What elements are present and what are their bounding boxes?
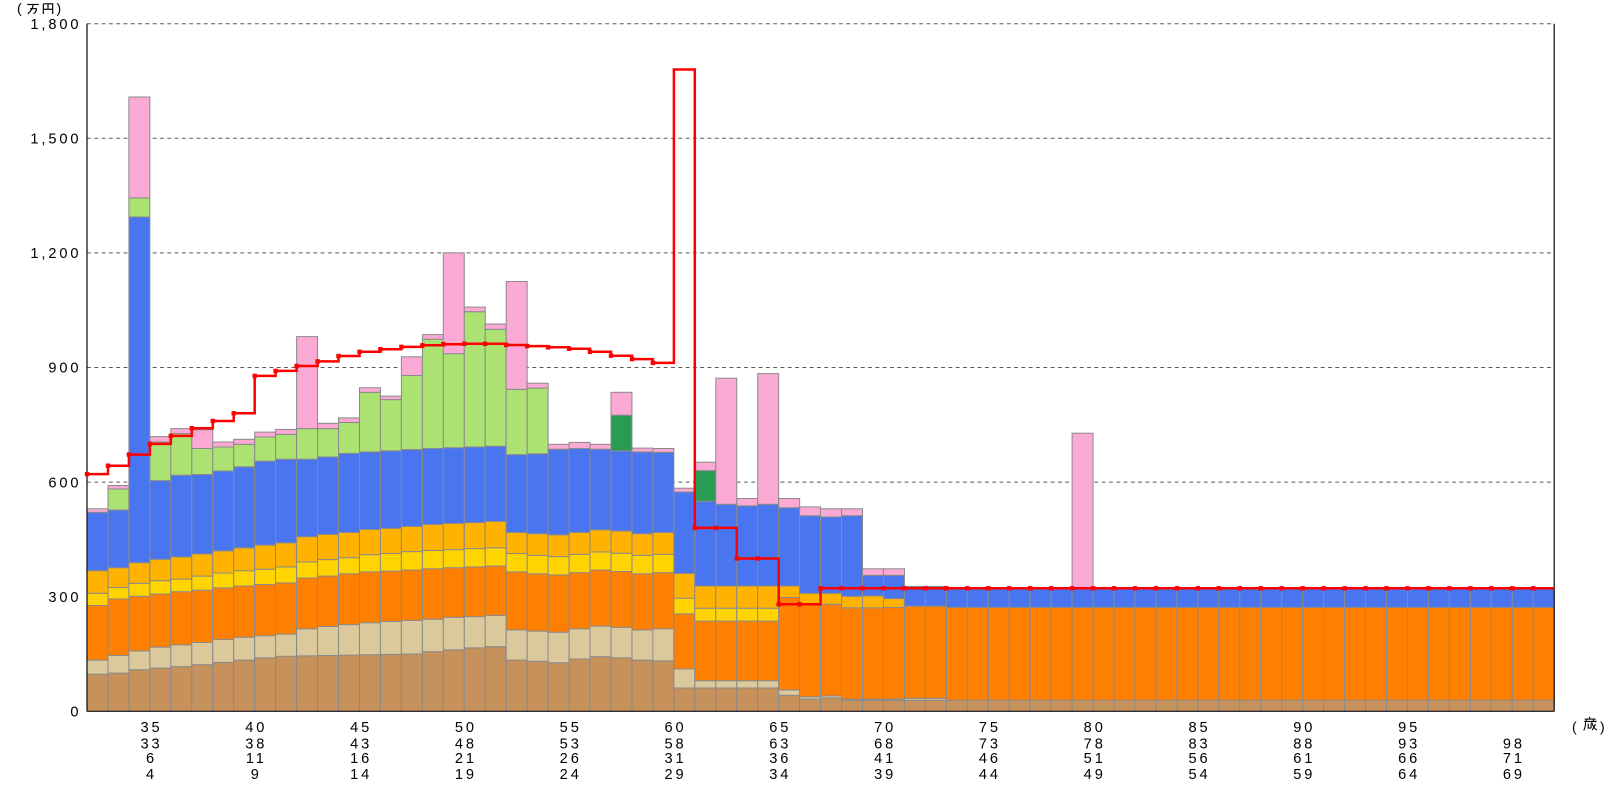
svg-text:45: 45 — [350, 720, 372, 736]
svg-text:900: 900 — [48, 361, 81, 377]
svg-text:31: 31 — [664, 751, 686, 767]
svg-text:93: 93 — [1398, 736, 1420, 752]
svg-text:48: 48 — [455, 736, 477, 752]
svg-text:36: 36 — [769, 751, 791, 767]
svg-text:53: 53 — [560, 736, 582, 752]
svg-text:43: 43 — [350, 736, 372, 752]
svg-text:(: ( — [17, 0, 22, 16]
svg-text:39: 39 — [874, 767, 896, 780]
svg-text:1,500: 1,500 — [30, 132, 81, 148]
svg-text:60: 60 — [664, 720, 686, 736]
svg-text:24: 24 — [560, 767, 582, 780]
svg-text:90: 90 — [1293, 720, 1315, 736]
svg-text:49: 49 — [1084, 767, 1106, 780]
svg-text:78: 78 — [1084, 736, 1106, 752]
svg-text:19: 19 — [455, 767, 477, 780]
svg-text:75: 75 — [979, 720, 1001, 736]
svg-text:41: 41 — [874, 751, 896, 767]
svg-text:38: 38 — [245, 736, 267, 752]
svg-text:80: 80 — [1084, 720, 1106, 736]
svg-text:63: 63 — [769, 736, 791, 752]
svg-text:600: 600 — [48, 475, 81, 491]
svg-text:11: 11 — [246, 751, 267, 767]
svg-text:26: 26 — [560, 751, 582, 767]
svg-text:1,800: 1,800 — [30, 17, 81, 33]
svg-text:35: 35 — [140, 720, 162, 736]
svg-text:9: 9 — [251, 767, 262, 780]
svg-text:4: 4 — [146, 767, 157, 780]
svg-text:98: 98 — [1503, 736, 1525, 752]
svg-text:21: 21 — [455, 751, 477, 767]
svg-text:85: 85 — [1188, 720, 1210, 736]
svg-text:64: 64 — [1398, 767, 1420, 780]
svg-text:1,200: 1,200 — [30, 246, 81, 262]
svg-text:56: 56 — [1188, 751, 1210, 767]
svg-text:14: 14 — [350, 767, 372, 780]
svg-text:16: 16 — [350, 751, 372, 767]
svg-text:): ) — [57, 0, 62, 16]
svg-text:69: 69 — [1503, 767, 1525, 780]
svg-text:50: 50 — [455, 720, 477, 736]
svg-text:40: 40 — [245, 720, 267, 736]
svg-text:0: 0 — [70, 705, 81, 721]
svg-text:): ) — [1600, 719, 1605, 735]
svg-text:71: 71 — [1503, 751, 1525, 767]
svg-text:55: 55 — [560, 720, 582, 736]
svg-text:6: 6 — [146, 751, 157, 767]
svg-text:46: 46 — [979, 751, 1001, 767]
svg-text:61: 61 — [1293, 751, 1315, 767]
svg-text:58: 58 — [664, 736, 686, 752]
svg-text:300: 300 — [48, 590, 81, 606]
svg-text:68: 68 — [874, 736, 896, 752]
svg-text:33: 33 — [140, 736, 162, 752]
svg-text:44: 44 — [979, 767, 1001, 780]
svg-text:70: 70 — [874, 720, 896, 736]
svg-text:88: 88 — [1293, 736, 1315, 752]
svg-text:54: 54 — [1188, 767, 1210, 780]
svg-text:29: 29 — [664, 767, 686, 780]
svg-text:95: 95 — [1398, 720, 1420, 736]
svg-text:34: 34 — [769, 767, 791, 780]
svg-text:65: 65 — [769, 720, 791, 736]
svg-text:59: 59 — [1293, 767, 1315, 780]
svg-text:51: 51 — [1084, 751, 1106, 767]
svg-text:83: 83 — [1188, 736, 1210, 752]
svg-text:66: 66 — [1398, 751, 1420, 767]
svg-text:73: 73 — [979, 736, 1001, 752]
svg-text:(: ( — [1572, 719, 1577, 735]
